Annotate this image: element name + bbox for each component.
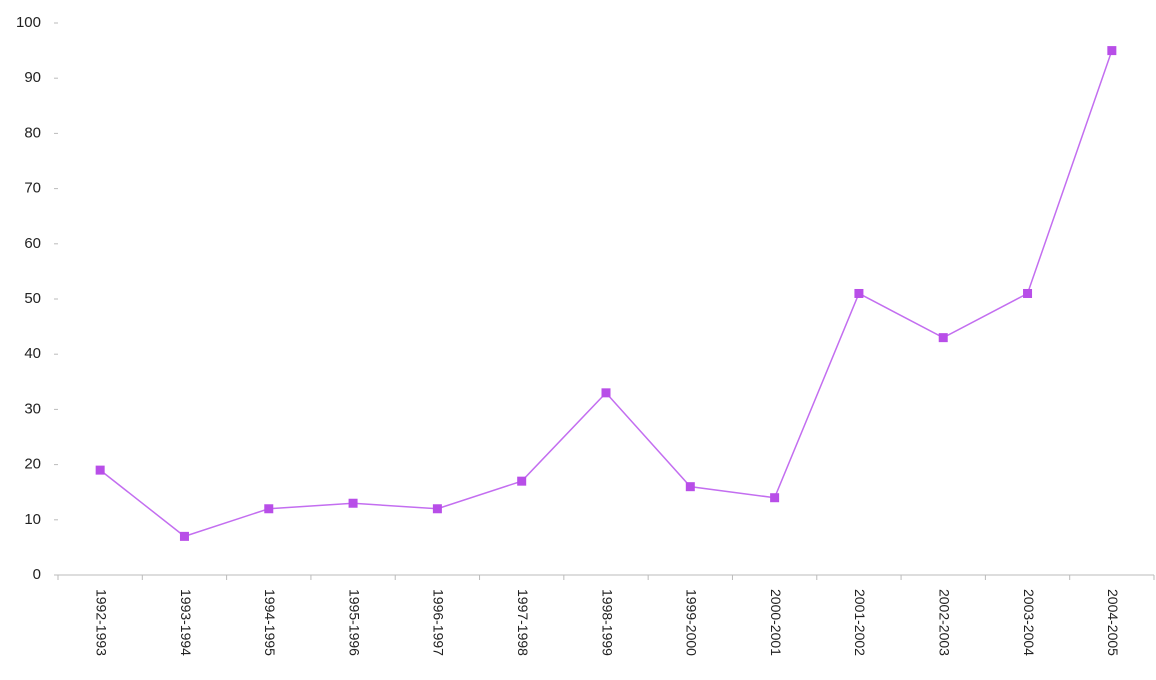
y-tick-label: 0 (33, 566, 41, 583)
marker (1023, 288, 1033, 298)
marker (264, 504, 274, 514)
marker (938, 333, 948, 343)
marker (95, 465, 105, 475)
x-tick-label: 1995-1996 (346, 589, 362, 656)
x-tick-label: 1998-1999 (599, 589, 615, 656)
x-tick-label: 2003-2004 (1021, 589, 1037, 656)
x-tick-label: 1999-2000 (684, 589, 700, 656)
y-tick-label: 10 (24, 511, 41, 528)
y-tick-label: 90 (24, 69, 41, 86)
x-tick-label: 2001-2002 (852, 589, 868, 656)
marker (517, 476, 527, 486)
x-tick-label: 2004-2005 (1105, 589, 1121, 656)
marker (854, 288, 864, 298)
x-tick-label: 1994-1995 (262, 589, 278, 656)
marker (1107, 46, 1117, 56)
x-tick-label: 1992-1993 (93, 589, 109, 656)
x-tick-label: 1996-1997 (431, 589, 447, 656)
y-tick-label: 30 (24, 400, 41, 417)
y-tick-label: 70 (24, 180, 41, 197)
x-tick-label: 2000-2001 (768, 589, 784, 656)
y-tick-label: 60 (24, 235, 41, 252)
y-tick-label: 80 (24, 124, 41, 141)
y-tick-label: 20 (24, 456, 41, 473)
marker (685, 482, 695, 492)
marker (432, 504, 442, 514)
line (99, 50, 1113, 538)
y-tick-label: 50 (24, 290, 41, 307)
marker (348, 498, 358, 508)
y-tick-label: 40 (24, 345, 41, 362)
y-tick-label: 100 (16, 14, 41, 31)
x-tick-label: 2002-2003 (937, 589, 953, 656)
x-tick-label: 1997-1998 (515, 589, 531, 656)
marker (601, 388, 611, 398)
marker (179, 531, 189, 541)
marker (770, 493, 780, 503)
x-tick-label: 1993-1994 (178, 589, 194, 656)
